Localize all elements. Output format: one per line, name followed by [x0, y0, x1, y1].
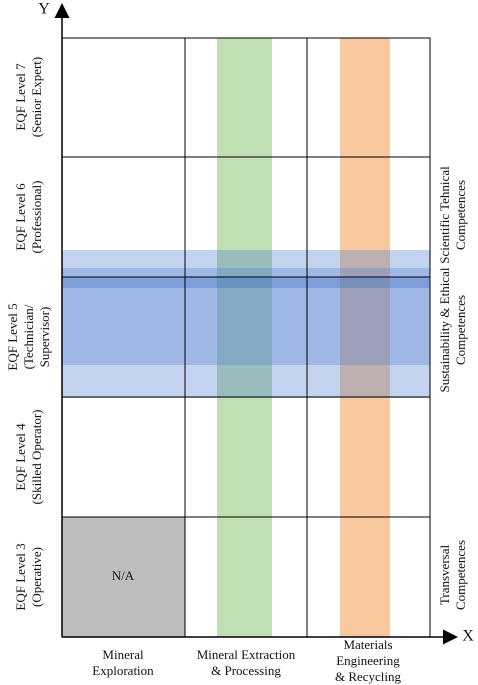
level-label: EQF Level 7	[13, 63, 28, 131]
column-label: Mineral	[102, 647, 144, 662]
orange-band	[340, 38, 390, 637]
na-label: N/A	[112, 568, 135, 583]
level-label: EQF Level 3	[13, 543, 28, 610]
blue-band-outer	[62, 250, 430, 398]
level-label: Supervisor)	[37, 307, 52, 368]
level-label: (Technician/	[21, 304, 36, 369]
column-label: Engineering	[336, 653, 400, 668]
column-label: Materials	[343, 637, 392, 652]
competence-label: Transversal	[437, 545, 452, 606]
level-label: (Professional)	[29, 181, 44, 254]
column-label: Mineral Extraction	[197, 647, 296, 662]
na-cell	[62, 517, 185, 637]
level-label: (Senior Expert)	[29, 57, 44, 138]
column-label: Exploration	[92, 663, 154, 678]
blue-band-inner	[62, 268, 430, 365]
competence-label: Competences	[453, 295, 468, 365]
column-label: & Processing	[211, 663, 281, 678]
green-band	[217, 38, 272, 637]
grid	[54, 3, 458, 645]
competence-label: Scientific Tehnical	[437, 166, 452, 264]
level-label: (Skilled Operator)	[29, 410, 44, 505]
column-label: & Recycling	[335, 669, 402, 684]
competence-label: Sustainability & Ethical	[437, 267, 452, 392]
competence-label: Competences	[453, 180, 468, 250]
level-label: EQF Level 6	[13, 183, 28, 251]
competence-label: Competences	[453, 540, 468, 610]
x-axis-label: X	[462, 628, 474, 645]
level-label: (Operative)	[29, 547, 44, 607]
level-label: EQF Level 5	[5, 303, 20, 370]
y-axis-label: Y	[38, 1, 50, 18]
blue-band-core	[62, 277, 430, 288]
level-label: EQF Level 4	[13, 423, 28, 491]
